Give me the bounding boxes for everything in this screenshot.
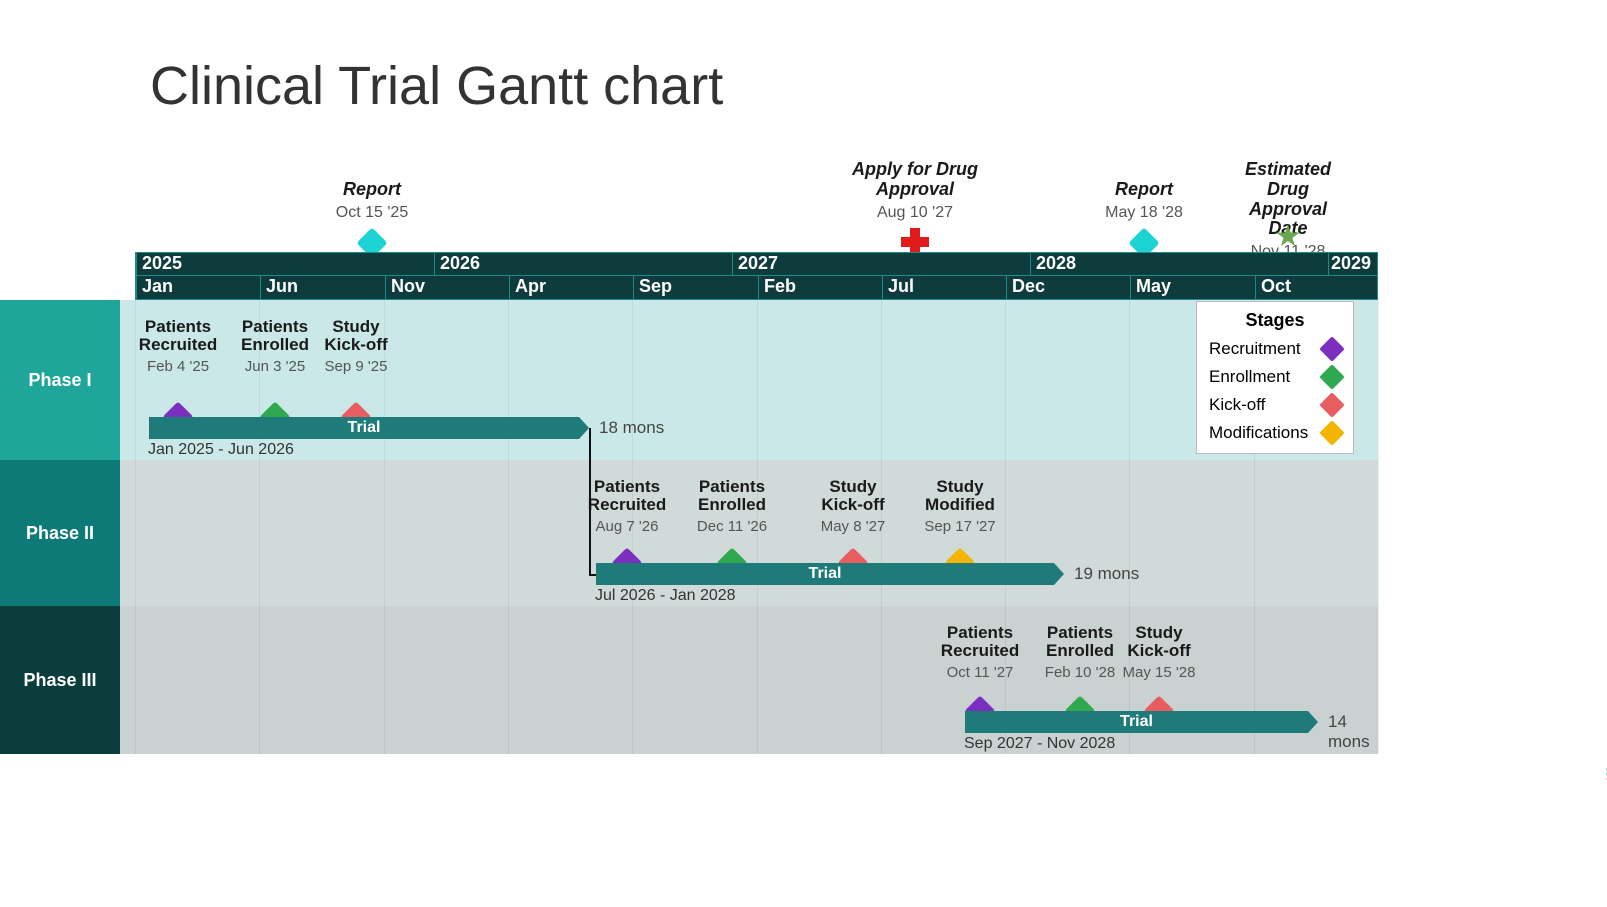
- connector-horizontal: [589, 574, 596, 576]
- legend-item: Modifications: [1209, 423, 1341, 443]
- legend-title: Stages: [1209, 310, 1341, 331]
- page-title: Clinical Trial Gantt chart: [150, 55, 723, 117]
- phase-milestone: Patients EnrolledJun 3 '25: [241, 318, 309, 375]
- legend-diamond-icon: [1319, 364, 1344, 389]
- phase-label: Phase I: [0, 300, 120, 460]
- legend-diamond-icon: [1319, 336, 1344, 361]
- timescale-months: JanJunNovAprSepFebJulDecMayOct: [135, 276, 1378, 300]
- phase-milestone: Study ModifiedSep 17 '27: [924, 478, 995, 535]
- trial-duration: 14 mons: [1328, 712, 1378, 752]
- phase-lane: Patients RecruitedOct 11 '27 Patients Enr…: [120, 606, 1378, 754]
- phase-label: Phase II: [0, 460, 120, 606]
- phase-milestone: Study Kick-offSep 9 '25: [324, 318, 387, 375]
- connector-vertical: [589, 428, 591, 574]
- phase-lane: Patients RecruitedAug 7 '26 Patients Enro…: [120, 460, 1378, 606]
- top-milestone: ReportOct 15 '25: [336, 180, 408, 222]
- top-milestone: ReportMay 18 '28: [1105, 180, 1183, 222]
- phase-row: Phase IPatients RecruitedFeb 4 '25Patien…: [0, 300, 1378, 460]
- phase-label: Phase III: [0, 606, 120, 754]
- legend-item: Recruitment: [1209, 339, 1341, 359]
- phase-milestone: Study Kick-offMay 15 '28: [1123, 624, 1196, 681]
- phase-milestone: Patients RecruitedOct 11 '27: [941, 624, 1019, 681]
- milestone-star-icon: ★: [1275, 222, 1302, 252]
- trial-bar: Trial: [965, 711, 1308, 733]
- phase-milestone: Patients EnrolledDec 11 '26: [697, 478, 767, 535]
- milestone-diamond-icon: [1133, 232, 1155, 254]
- legend-diamond-icon: [1319, 420, 1344, 445]
- phase-milestone: Study Kick-offMay 8 '27: [821, 478, 886, 535]
- trial-bar: Trial: [596, 563, 1054, 585]
- trial-range: Jan 2025 - Jun 2026: [148, 441, 294, 459]
- milestone-diamond-icon: [361, 232, 383, 254]
- legend-item: Kick-off: [1209, 395, 1341, 415]
- phase-milestone: Patients EnrolledFeb 10 '28: [1045, 624, 1115, 681]
- phase-container: Phase IPatients RecruitedFeb 4 '25Patien…: [0, 300, 1378, 754]
- trial-bar: Trial: [149, 417, 579, 439]
- phase-row: Phase IIPatients RecruitedAug 7 '26Patie…: [0, 460, 1378, 606]
- phase-lane: Patients RecruitedFeb 4 '25 Patients Enro…: [120, 300, 1378, 460]
- legend-diamond-icon: [1319, 392, 1344, 417]
- top-milestone-area: ReportOct 15 '25 Apply for Drug ApprovalA…: [135, 160, 1378, 252]
- phase-milestone: Patients RecruitedAug 7 '26: [588, 478, 666, 535]
- trial-range: Jul 2026 - Jan 2028: [595, 587, 736, 605]
- phase-milestone: Patients RecruitedFeb 4 '25: [139, 318, 217, 375]
- top-milestone: Apply for Drug ApprovalAug 10 '27: [852, 160, 978, 222]
- trial-duration: 19 mons: [1074, 564, 1139, 584]
- legend: Stages Recruitment Enrollment Kick-off Modif…: [1196, 301, 1354, 454]
- legend-item: Enrollment: [1209, 367, 1341, 387]
- trial-duration: 18 mons: [599, 418, 664, 438]
- phase-row: Phase IIIPatients RecruitedOct 11 '27Pat…: [0, 606, 1378, 754]
- trial-range: Sep 2027 - Nov 2028: [964, 735, 1115, 753]
- timescale-years: 20252026202720282029: [135, 252, 1378, 276]
